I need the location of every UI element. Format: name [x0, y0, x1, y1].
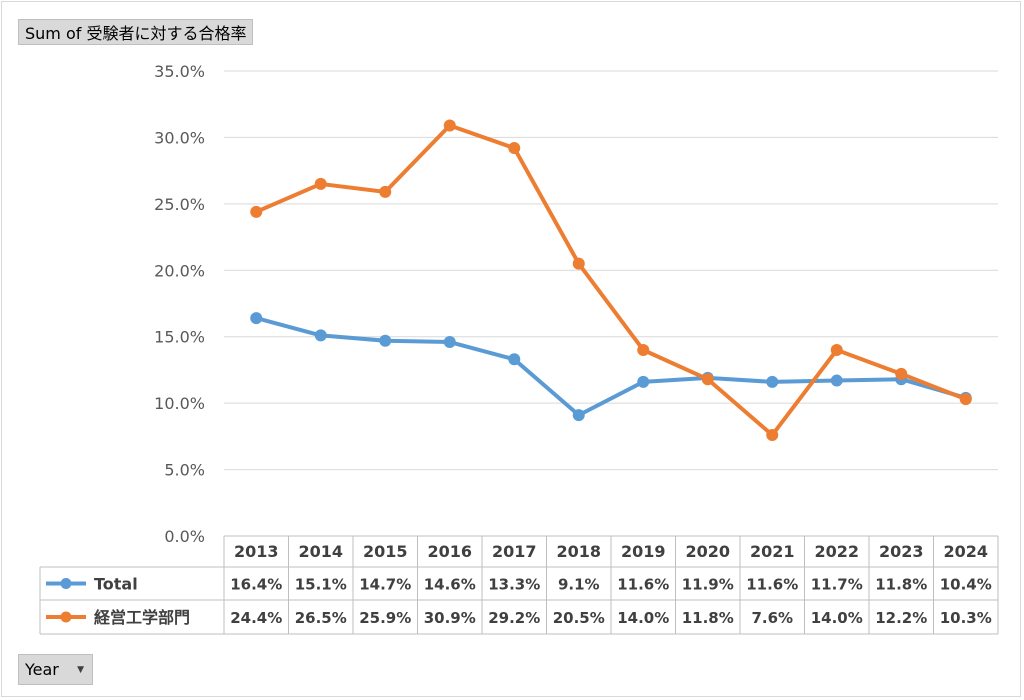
data-point — [637, 344, 650, 356]
data-label: 25.9% — [359, 609, 411, 627]
year-field-label: Year — [25, 660, 59, 679]
data-label: 14.0% — [811, 609, 863, 627]
y-tick-label: 35.0% — [154, 62, 205, 81]
x-tick-label: 2017 — [492, 542, 537, 561]
legend-key-marker — [60, 578, 72, 589]
data-label: 7.6% — [751, 609, 793, 627]
data-point — [250, 205, 263, 218]
y-tick-label: 25.0% — [154, 195, 205, 214]
series-line — [254, 316, 968, 418]
data-label: 29.2% — [488, 609, 540, 627]
y-tick-label: 0.0% — [164, 527, 205, 546]
data-point — [766, 375, 779, 388]
data-label: 11.7% — [811, 576, 863, 594]
x-tick-label: 2021 — [750, 542, 795, 561]
x-tick-label: 2014 — [298, 542, 343, 561]
x-tick-label: 2015 — [363, 542, 408, 561]
data-point — [701, 373, 714, 386]
y-tick-label: 10.0% — [154, 394, 205, 413]
data-label: 9.1% — [558, 576, 600, 594]
data-label: 11.6% — [617, 576, 669, 594]
data-label: 14.0% — [617, 609, 669, 627]
data-point — [443, 336, 456, 349]
data-point — [959, 393, 972, 406]
data-point — [379, 185, 392, 198]
y-tick-label: 5.0% — [164, 461, 205, 480]
x-tick-label: 2022 — [814, 542, 859, 561]
data-point — [572, 409, 585, 422]
x-tick-label: 2019 — [621, 542, 666, 561]
chevron-down-icon[interactable]: ▼ — [77, 664, 84, 675]
series-line — [254, 123, 968, 438]
data-label: 24.4% — [230, 609, 282, 627]
data-label: 10.3% — [940, 609, 992, 627]
x-tick-label: 2016 — [427, 542, 472, 561]
data-point — [572, 257, 585, 270]
y-tick-label: 30.0% — [154, 128, 205, 147]
data-label: 12.2% — [875, 609, 927, 627]
data-label: 13.3% — [488, 576, 540, 594]
value-field-label: Sum of 受験者に対する合格率 — [25, 24, 247, 43]
year-field-button[interactable]: Year ▼ — [18, 654, 93, 685]
data-point — [637, 375, 650, 388]
x-tick-label: 2024 — [943, 542, 988, 561]
x-tick-label: 2018 — [556, 542, 601, 561]
data-label: 11.8% — [682, 609, 734, 627]
data-point — [443, 119, 456, 132]
data-point — [508, 353, 521, 366]
data-point — [250, 312, 263, 325]
x-tick-label: 2023 — [879, 542, 924, 561]
data-label: 11.8% — [875, 576, 927, 594]
legend-key-marker — [60, 611, 72, 623]
data-label: 15.1% — [295, 576, 347, 594]
data-point — [379, 334, 392, 347]
data-point — [830, 344, 843, 356]
data-label: 11.9% — [682, 576, 734, 594]
data-label: 20.5% — [553, 609, 605, 627]
data-label: 10.4% — [940, 576, 992, 594]
data-label: 30.9% — [424, 609, 476, 627]
data-point — [314, 177, 327, 190]
data-label: 14.7% — [359, 576, 411, 594]
x-tick-label: 2020 — [685, 542, 730, 561]
legend-entry: Total — [94, 575, 138, 594]
legend-entry: 経営工学部門 — [94, 608, 190, 627]
y-tick-label: 15.0% — [154, 328, 205, 347]
data-point — [314, 329, 327, 342]
data-label: 11.6% — [746, 576, 798, 594]
data-label: 26.5% — [295, 609, 347, 627]
data-label: 16.4% — [230, 576, 282, 594]
data-point — [895, 367, 908, 380]
data-point — [766, 429, 779, 442]
data-label: 14.6% — [424, 576, 476, 594]
x-tick-label: 2013 — [234, 542, 279, 561]
y-tick-label: 20.0% — [154, 261, 205, 280]
data-point — [508, 142, 521, 155]
data-point — [830, 374, 843, 387]
value-field-button[interactable]: Sum of 受験者に対する合格率 — [18, 19, 254, 45]
